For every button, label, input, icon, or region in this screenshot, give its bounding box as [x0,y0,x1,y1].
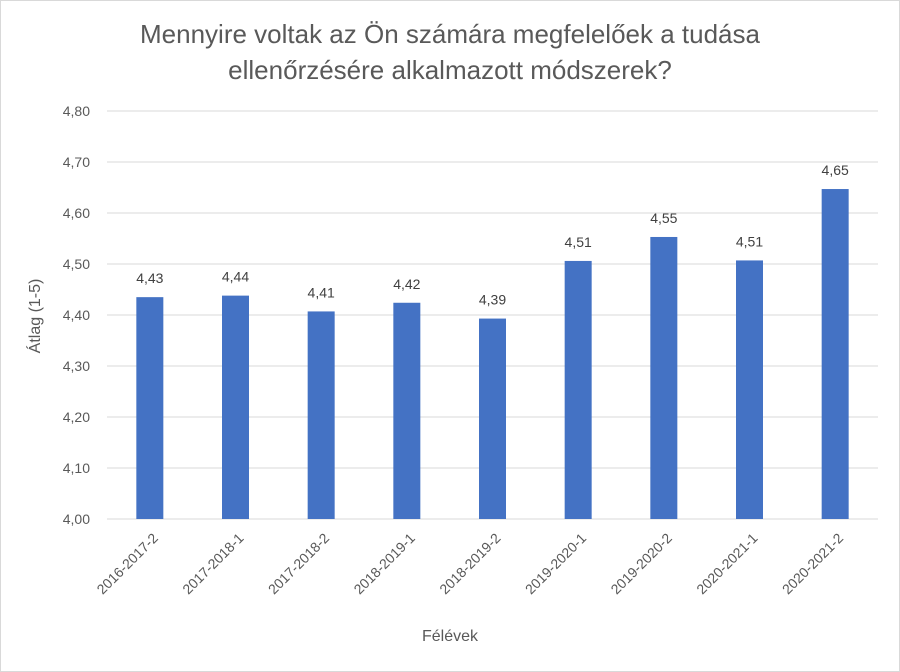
data-labels: 4,43 4,44 4,41 4,42 4,39 4,51 4,55 4,51 4,65 [136,162,849,308]
x-tick-label: 2018-2019-2 [436,530,504,598]
bar [821,189,849,519]
y-axis-tick-labels: 4,00 4,10 4,20 4,30 4,40 4,50 4,60 4,70 4,80 [63,103,90,527]
y-tick-label: 4,50 [63,256,90,272]
data-label: 4,42 [393,276,420,292]
data-label: 4,41 [308,284,335,300]
data-label: 4,44 [222,269,249,285]
bar [222,295,249,519]
bars [136,189,849,519]
y-tick-label: 4,30 [63,358,90,374]
data-label: 4,65 [822,162,849,178]
data-label: 4,39 [479,292,506,308]
bar [564,260,592,519]
x-axis-tick-labels: 2016-2017-2 2017-2018-1 2017-2018-2 2018-20… [93,530,846,598]
data-label: 4,51 [565,234,592,250]
data-label: 4,55 [650,210,677,226]
y-tick-label: 4,80 [63,103,90,119]
y-tick-label: 4,60 [63,205,90,221]
chart-title: Mennyire voltak az Ön számára megfelelőe… [100,16,800,88]
bar [736,260,763,519]
chart-title-line-1: Mennyire voltak az Ön számára megfelelőe… [140,19,760,49]
x-tick-label: 2017-2018-2 [265,530,333,598]
x-tick-label: 2018-2019-1 [350,530,418,598]
data-label: 4,51 [736,233,763,249]
x-tick-label: 2019-2020-1 [522,530,590,598]
bar [479,318,506,519]
x-tick-label: 2020-2021-2 [779,530,847,598]
y-tick-label: 4,20 [63,409,90,425]
bar [650,236,678,519]
data-label: 4,43 [136,270,163,286]
bar [136,297,164,519]
y-tick-label: 4,70 [63,154,90,170]
x-axis-title: Félévek [422,628,479,645]
x-tick-label: 2017-2018-1 [179,530,247,598]
x-tick-label: 2019-2020-2 [607,530,675,598]
bar [393,302,421,519]
y-tick-label: 4,10 [63,460,90,476]
y-axis-title: Átlag (1-5) [25,279,44,354]
chart-title-line-2: ellenőrzésére alkalmazott módszerek? [228,55,672,85]
x-tick-label: 2016-2017-2 [93,530,161,598]
bar [307,311,335,519]
x-tick-label: 2020-2021-1 [693,530,761,598]
y-tick-label: 4,00 [63,511,90,527]
y-tick-label: 4,40 [63,307,90,323]
